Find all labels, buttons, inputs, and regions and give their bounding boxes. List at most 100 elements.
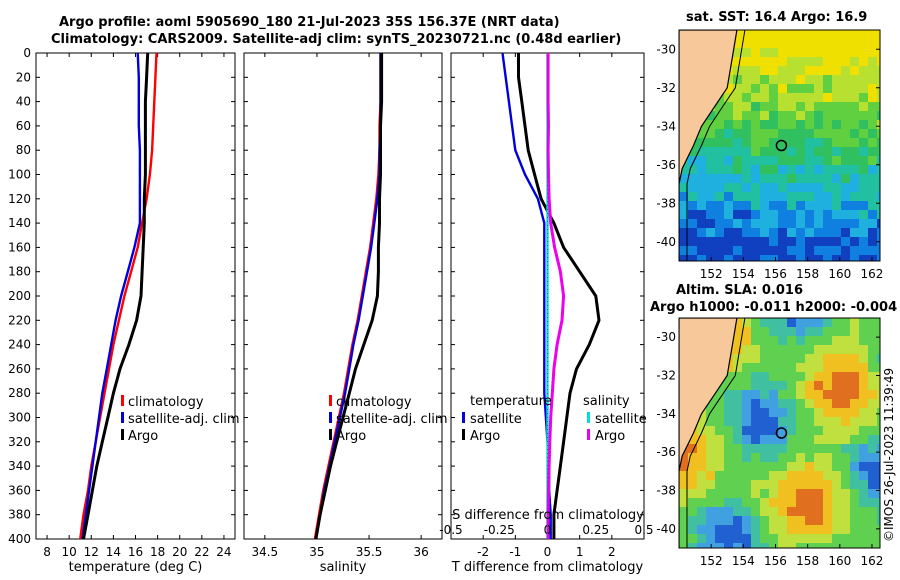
map-cell	[679, 471, 689, 481]
map-cell	[715, 192, 725, 202]
map-cell	[724, 174, 734, 184]
map-cell	[805, 381, 815, 391]
x-tick-label: 36	[414, 545, 429, 559]
map-cell	[769, 246, 779, 256]
map-cell	[769, 147, 779, 157]
map-cell	[778, 255, 788, 261]
map-cell	[823, 147, 833, 157]
map-cell	[868, 174, 878, 184]
map-cell	[814, 75, 824, 85]
map-cell	[859, 336, 869, 346]
map-cell	[742, 426, 752, 436]
map-cell	[733, 210, 743, 220]
y-tick-label: 240	[8, 338, 31, 352]
map-cell	[877, 210, 880, 220]
map-cell	[796, 111, 806, 121]
map-cell	[769, 507, 779, 517]
map-cell	[688, 480, 698, 490]
legend-swatch	[462, 429, 465, 440]
map-cell	[769, 165, 779, 175]
map-cell	[832, 471, 842, 481]
map-cell	[733, 156, 743, 166]
map-cell	[877, 102, 880, 112]
map-cell	[787, 84, 797, 94]
map-cell	[751, 84, 761, 94]
map-cell	[850, 372, 860, 382]
map-cell	[706, 156, 716, 166]
map-cell	[769, 138, 779, 148]
map-cell	[769, 66, 779, 76]
map-cell	[760, 39, 770, 49]
map-cell	[760, 534, 770, 544]
map-cell	[742, 75, 752, 85]
map-cell	[859, 426, 869, 436]
map-cell	[778, 525, 788, 535]
map-cell	[724, 525, 734, 535]
map-cell	[814, 219, 824, 229]
map-cell	[814, 471, 824, 481]
map-cell	[715, 498, 725, 508]
map-cell	[724, 408, 734, 418]
map-cell	[814, 354, 824, 364]
map-cell	[814, 417, 824, 427]
map-cell	[787, 129, 797, 139]
x-tick-label: 10	[62, 545, 77, 559]
map-cell	[823, 66, 833, 76]
map-cell	[823, 489, 833, 499]
map-cell	[769, 120, 779, 130]
map-cell	[724, 399, 734, 409]
map-cell	[778, 75, 788, 85]
map-cell	[715, 525, 725, 535]
map-cell	[805, 111, 815, 121]
map-cell	[751, 381, 761, 391]
map-cell	[715, 210, 725, 220]
map-cell	[850, 174, 860, 184]
map-cell	[751, 30, 761, 40]
map-cell	[724, 498, 734, 508]
map-cell	[706, 534, 716, 544]
series-line-satellite-adj-clim	[314, 53, 382, 540]
map-cell	[841, 498, 851, 508]
map-cell	[778, 39, 788, 49]
map-cell	[877, 435, 880, 445]
map-cell	[760, 471, 770, 481]
map-cell	[742, 57, 752, 67]
map-cell	[724, 507, 734, 517]
map-cell	[823, 390, 833, 400]
map-cell	[778, 399, 788, 409]
map-cell	[859, 444, 869, 454]
map-cell	[760, 129, 770, 139]
map-cell	[688, 471, 698, 481]
map-cell	[679, 228, 689, 238]
map-cell	[760, 318, 770, 328]
map-cell	[814, 543, 824, 548]
map-cell	[877, 39, 880, 49]
map-cell	[706, 210, 716, 220]
map-cell	[733, 390, 743, 400]
map-cell	[724, 489, 734, 499]
series-line-salinity-argo	[546, 53, 566, 539]
map-cell	[850, 480, 860, 490]
map-cell	[868, 57, 878, 67]
sst-map-panel: 152 154 156 158 160 162 -30 -32 -34 -36 -38 -40	[656, 29, 883, 281]
y-tick-label: 160	[8, 240, 31, 254]
map-cell	[706, 426, 716, 436]
map-cell	[679, 534, 689, 544]
map-cell	[688, 192, 698, 202]
map-cell	[850, 57, 860, 67]
map-cell	[733, 417, 743, 427]
map-cell	[823, 156, 833, 166]
map-cell	[841, 237, 851, 247]
map-cell	[769, 489, 779, 499]
map-cell	[823, 471, 833, 481]
map-cell	[796, 201, 806, 211]
map-cell	[823, 192, 833, 202]
map-cell	[787, 66, 797, 76]
map-cell	[751, 39, 761, 49]
map-cell	[724, 102, 734, 112]
map-cell	[868, 426, 878, 436]
map-cell	[841, 525, 851, 535]
map-cell	[832, 219, 842, 229]
y-tick-label: 320	[8, 435, 31, 449]
map-cell	[742, 462, 752, 472]
